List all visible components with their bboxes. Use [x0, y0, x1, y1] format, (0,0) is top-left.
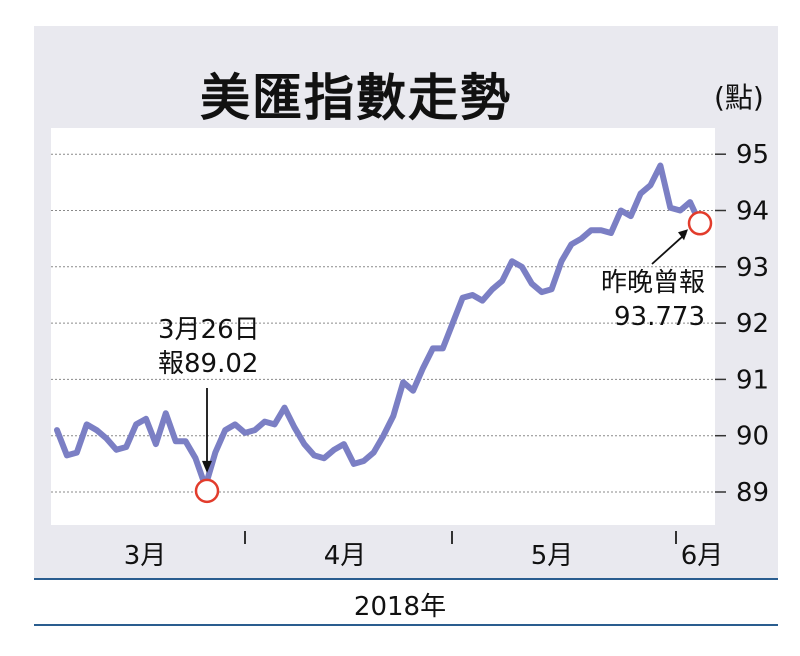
chart-title: 美匯指數走勢: [200, 68, 512, 127]
y-tick-label: 95: [736, 140, 769, 170]
annotation-low-value: 報89.02: [158, 349, 259, 379]
unit-label: (點): [714, 81, 764, 114]
annotation-latest: 昨晚曾報 93.773: [560, 266, 705, 334]
footer-bottom-divider: [34, 624, 778, 626]
low-point-marker: [194, 478, 220, 504]
y-tick-label: 93: [736, 253, 769, 283]
series-line: [54, 162, 703, 490]
y-tick-label: 91: [736, 365, 769, 395]
plot-area: [51, 128, 715, 525]
annotation-latest-value: 93.773: [614, 302, 705, 332]
annotation-low-arrowhead: [202, 460, 212, 473]
annotation-low: 3月26日 報89.02: [158, 313, 260, 381]
x-axis-year-label: 2018年: [353, 592, 447, 622]
x-tick-label: 3月: [124, 541, 167, 571]
footer-divider: [34, 578, 778, 580]
x-tick-label: 4月: [324, 541, 367, 571]
annotation-latest-arrowhead: [678, 229, 688, 241]
y-tick-label: 94: [736, 197, 769, 227]
annotation-latest-label: 昨晚曾報: [600, 268, 705, 298]
latest-point-marker: [687, 211, 713, 236]
x-tick-label: 6月: [681, 541, 724, 571]
annotation-latest-pointer: [651, 232, 687, 265]
y-tick-label: 90: [736, 422, 769, 452]
x-tick-label: 5月: [531, 541, 574, 571]
y-tick-label: 89: [736, 478, 769, 508]
annotation-low-date: 3月26日: [158, 315, 260, 345]
y-tick-label: 92: [736, 309, 769, 339]
